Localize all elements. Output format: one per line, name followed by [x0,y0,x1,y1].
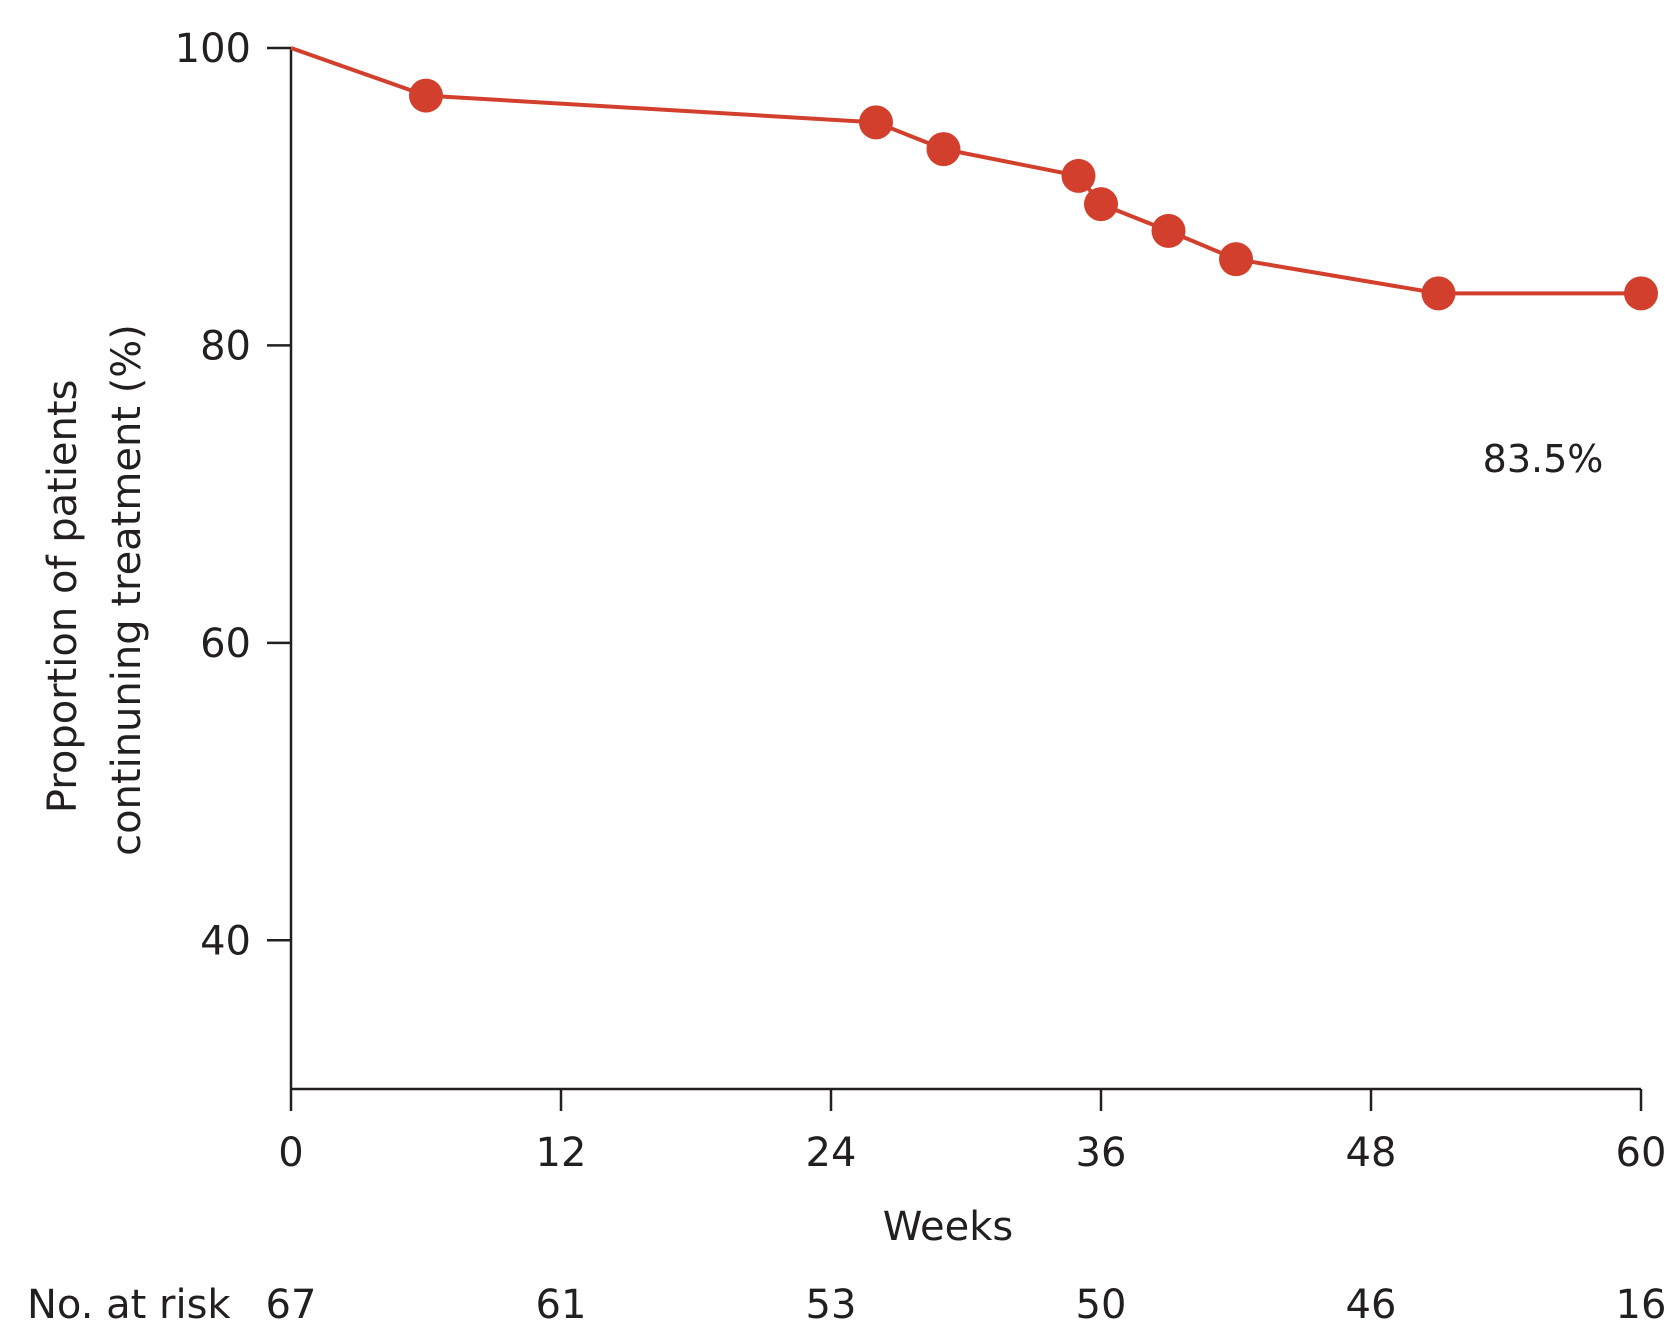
risk-count: 67 [266,1282,317,1328]
risk-table-label: No. at risk [27,1282,231,1328]
censor-marker [1061,158,1096,193]
risk-count: 61 [536,1282,587,1328]
risk-count: 53 [806,1282,857,1328]
y-axis-label: Proportion of patients continuning treat… [40,324,150,856]
y-tick-label: 100 [175,26,251,72]
x-tick-label: 0 [278,1130,303,1176]
censor-marker [859,105,893,140]
curve-layer [290,46,1641,296]
risk-table: 67 61 53 50 46 16 [266,1282,1667,1328]
x-tick-label: 36 [1076,1130,1127,1176]
y-tick-label: 40 [200,918,251,964]
risk-count: 16 [1616,1282,1667,1328]
marker-layer [409,78,1658,311]
censor-marker [1624,276,1658,311]
risk-count: 46 [1346,1282,1397,1328]
censor-marker [1084,187,1118,222]
axes: 40 60 80 100 0 12 24 36 48 60 [175,26,1667,1176]
y-tick-label: 80 [200,323,251,369]
x-tick-label: 12 [536,1130,587,1176]
censor-marker [1421,276,1456,311]
censor-marker [926,132,961,167]
survival-curve [290,46,1641,296]
censor-marker [1219,242,1253,277]
end-value-annotation: 83.5% [1483,437,1604,481]
censor-marker [409,78,443,113]
x-tick-label: 60 [1616,1130,1667,1176]
censor-marker [1151,213,1186,248]
y-axis-label-line-2: continuning treatment (%) [104,324,150,856]
x-tick-label: 48 [1346,1130,1397,1176]
risk-count: 50 [1076,1282,1127,1328]
y-tick-label: 60 [200,621,251,667]
x-tick-label: 24 [806,1130,857,1176]
y-axis-label-line-1: Proportion of patients [40,380,86,814]
x-axis-label: Weeks [883,1204,1013,1250]
